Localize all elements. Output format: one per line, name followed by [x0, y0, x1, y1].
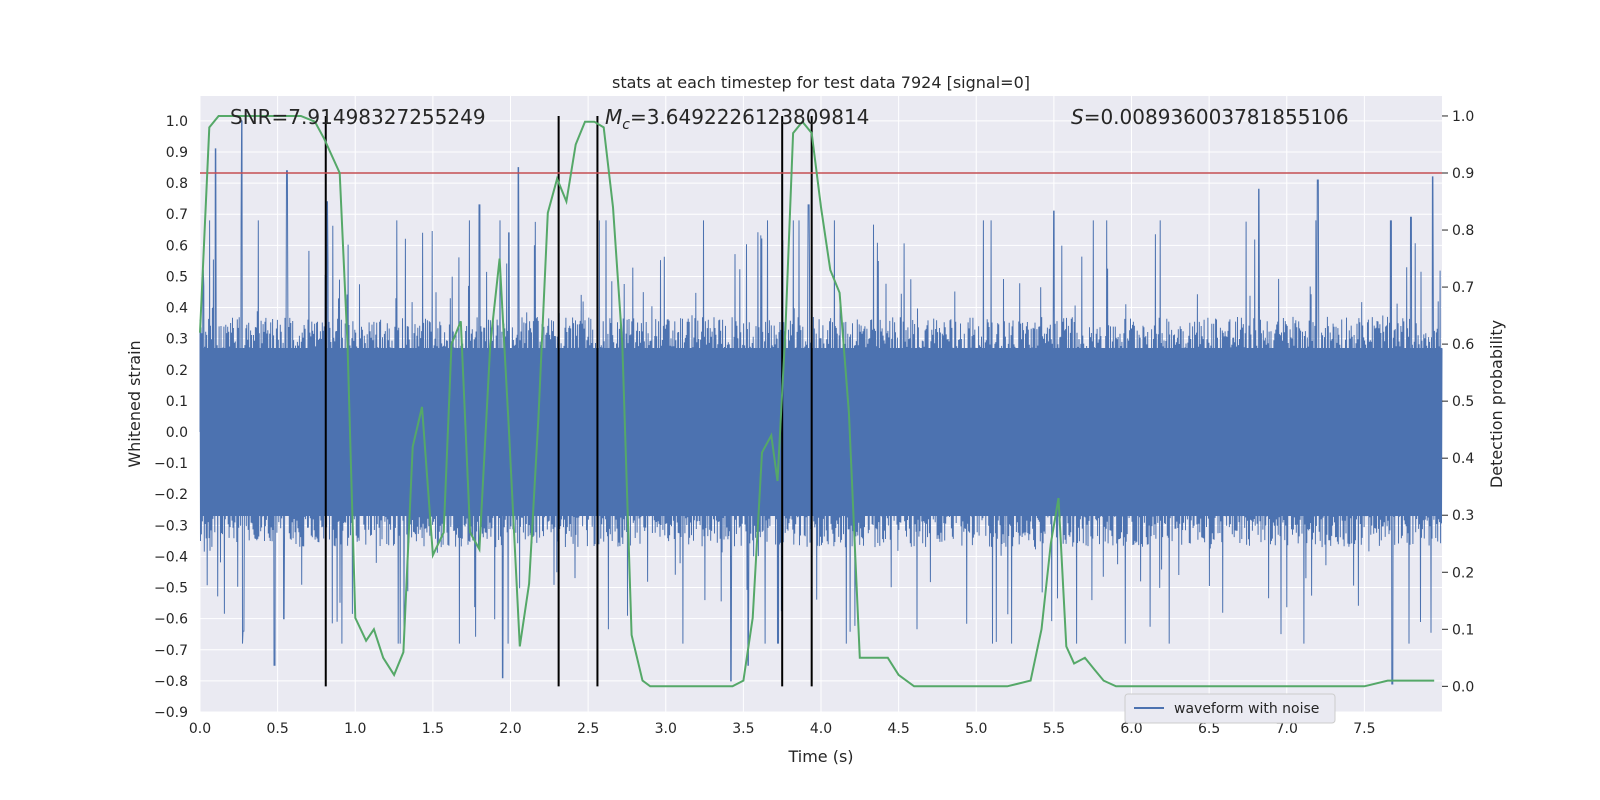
chirp-mass-symbol: M — [605, 105, 622, 129]
legend-box — [1124, 693, 1336, 724]
y-tick-label: 0.4 — [166, 301, 188, 317]
y2-tick-label: 0.4 — [1452, 451, 1474, 467]
x-tick-label: 3.0 — [655, 721, 677, 737]
y2-tick-label: 0.3 — [1452, 508, 1474, 524]
x-tick-label: 0.0 — [189, 721, 211, 737]
y2-axis-title: Detection probability — [1487, 320, 1506, 488]
s-statistic-annotation: S=0.008936003781855106 — [1071, 105, 1349, 129]
y-tick-label: −0.8 — [154, 674, 188, 690]
x-tick-label: 0.5 — [266, 721, 288, 737]
y-tick-label: −0.7 — [154, 643, 188, 659]
legend-label: waveform with noise — [1174, 701, 1319, 717]
y2-tick-label: 0.9 — [1452, 166, 1474, 182]
legend: waveform with noise — [1124, 693, 1336, 724]
y2-tick-label: 0.7 — [1452, 280, 1474, 296]
x-tick-label: 6.5 — [1198, 721, 1220, 737]
x-tick-label: 1.0 — [344, 721, 366, 737]
y-tick-label: 0.7 — [166, 207, 188, 223]
y-tick-label: 0.9 — [166, 145, 188, 161]
y2-tick-label: 0.2 — [1452, 565, 1474, 581]
y-tick-label: 0.5 — [166, 269, 188, 285]
waveform-band — [200, 348, 1442, 516]
y-tick-label: −0.6 — [154, 612, 188, 628]
y2-tick-label: 0.5 — [1452, 394, 1474, 410]
y-tick-label: 0.3 — [166, 332, 188, 348]
x-tick-label: 4.0 — [810, 721, 832, 737]
y2-tick-label: 0.0 — [1452, 679, 1474, 695]
x-tick-label: 1.5 — [422, 721, 444, 737]
x-tick-label: 4.5 — [887, 721, 909, 737]
probability-line — [199, 115, 1435, 688]
y-tick-label: 0.8 — [166, 176, 188, 192]
x-tick-label: 5.0 — [965, 721, 987, 737]
s-statistic-value: =0.008936003781855106 — [1084, 105, 1349, 129]
detection-probability-series — [199, 115, 1435, 688]
y-tick-label: 0.0 — [166, 425, 188, 441]
chirp-mass-value: =3.6492226123809814 — [630, 105, 869, 129]
y-axis-right: 1.0 0.9 0.8 0.7 0.6 0.5 0.4 0.3 0.2 0.1 0.0 — [1442, 109, 1474, 695]
x-axis-title: Time (s) — [787, 747, 853, 766]
y-tick-label: −0.3 — [154, 518, 188, 534]
chart-title: stats at each timestep for test data 792… — [612, 73, 1030, 92]
y-tick-label: −0.9 — [154, 705, 188, 721]
y2-tick-label: 0.1 — [1452, 622, 1474, 638]
y-tick-label: 0.2 — [166, 363, 188, 379]
y-tick-label: −0.5 — [154, 581, 188, 597]
y-tick-label: −0.4 — [154, 549, 188, 565]
chirp-mass-annotation: Mc=3.6492226123809814 — [605, 105, 869, 133]
y-tick-label: 0.6 — [166, 238, 188, 254]
x-tick-label: 2.5 — [577, 721, 599, 737]
y-tick-label: −0.1 — [154, 456, 188, 472]
y2-tick-label: 1.0 — [1452, 109, 1474, 125]
y2-tick-label: 0.8 — [1452, 223, 1474, 239]
y-axis-title: Whitened strain — [125, 340, 144, 467]
waveform-series — [199, 120, 1443, 685]
x-tick-label: 5.5 — [1043, 721, 1065, 737]
chirp-mass-subscript: c — [622, 117, 630, 133]
x-tick-label: 2.0 — [499, 721, 521, 737]
y2-tick-label: 0.6 — [1452, 337, 1474, 353]
y-axis-left: 1.0 0.9 0.8 0.7 0.6 0.5 0.4 0.3 0.2 0.1 0.0 −0.1 −0.… — [154, 114, 188, 721]
y-tick-label: 0.1 — [166, 394, 188, 410]
x-tick-label: 7.0 — [1276, 721, 1298, 737]
s-statistic-symbol: S — [1071, 105, 1084, 129]
y-tick-label: −0.2 — [154, 487, 188, 503]
x-tick-label: 7.5 — [1353, 721, 1375, 737]
snr-annotation: SNR=7.91498327255249 — [230, 105, 486, 129]
x-axis: 0.0 0.5 1.0 1.5 2.0 2.5 3.0 3.5 4.0 4.5 5.0 5.5 6.0 6… — [189, 721, 1376, 737]
x-tick-label: 3.5 — [732, 721, 754, 737]
x-tick-label: 6.0 — [1120, 721, 1142, 737]
y-tick-label: 1.0 — [166, 114, 188, 130]
